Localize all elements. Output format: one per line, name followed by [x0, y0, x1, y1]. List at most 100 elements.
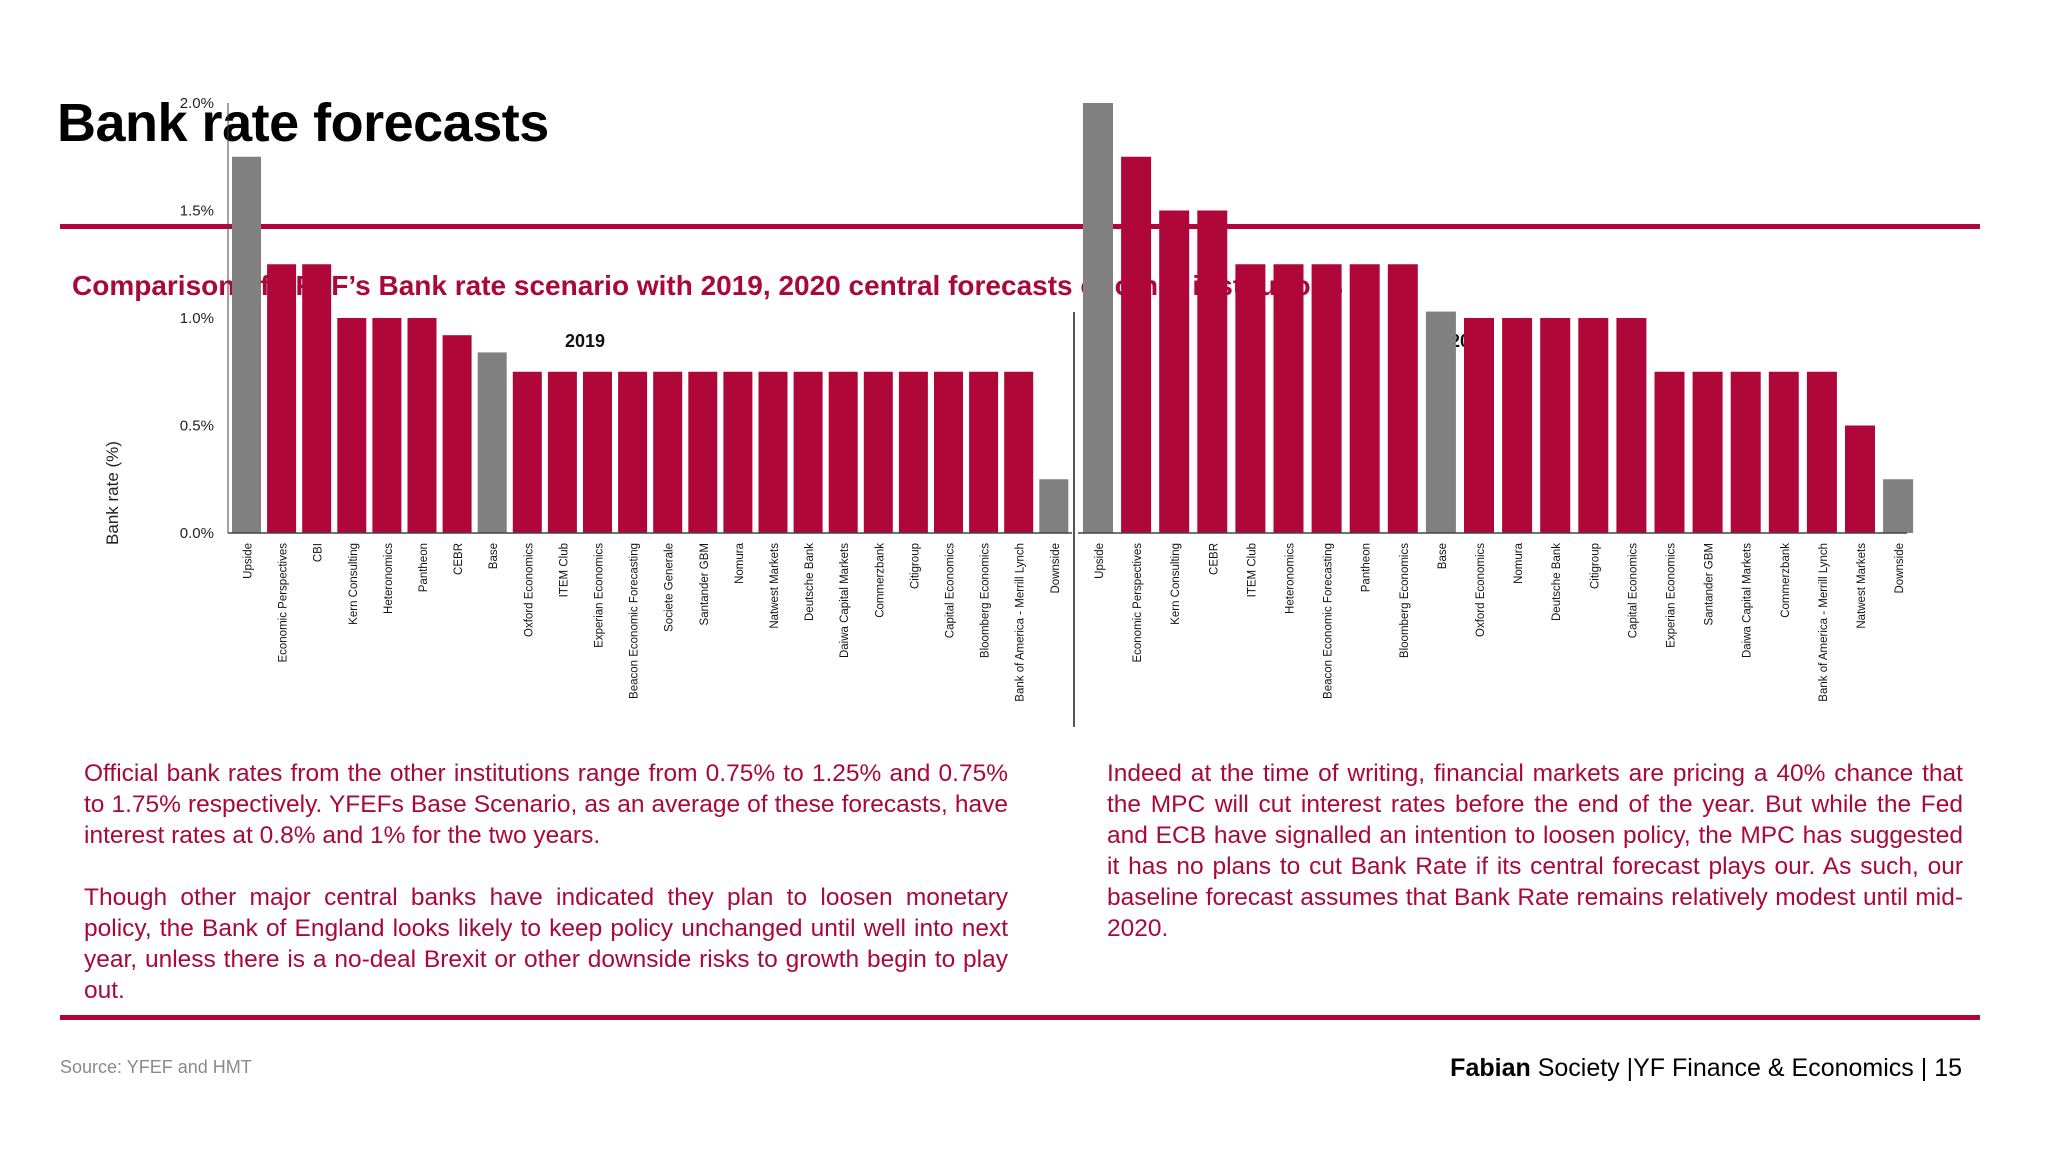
paragraph-left-2: Though other major central banks have in…	[84, 884, 1008, 1004]
bar-2020-bloomberg-economics	[1387, 264, 1418, 533]
bar-2019-economic-perspectives	[267, 264, 297, 533]
bar-2019-pantheon	[407, 318, 437, 533]
bar-2019-experian-economics	[583, 371, 612, 533]
category-label: Downside	[1894, 543, 1906, 594]
bar-2020-commerzbank	[1768, 371, 1799, 533]
bar-2019-base	[477, 352, 507, 533]
footer-brand-rest: Society	[1530, 1054, 1620, 1082]
bar-2020-pantheon	[1349, 264, 1380, 533]
category-label: CBI	[313, 543, 325, 562]
category-label: Pantheon	[1361, 543, 1373, 592]
paragraph-left-1: Official bank rates from the other insti…	[84, 760, 1008, 849]
category-label: Bank of America - Merrill Lynch	[1015, 543, 1027, 702]
category-label: Upside	[1094, 543, 1106, 579]
bar-2019-commerzbank	[863, 371, 893, 533]
category-label: Experian Economics	[594, 543, 606, 648]
bar-2020-citigroup	[1578, 318, 1609, 533]
category-label: Nomura	[734, 542, 746, 584]
category-label: CEBR	[453, 543, 465, 575]
bar-2019-deutsche-bank	[793, 371, 823, 533]
bar-2019-societe-generale	[653, 371, 683, 533]
bar-2020-downside	[1883, 479, 1914, 533]
category-label: Oxford Economics	[1475, 543, 1487, 637]
bar-2019-santander-gbm	[688, 371, 718, 533]
category-label: Heteronomics	[383, 543, 395, 614]
bar-2020-santander-gbm	[1692, 371, 1723, 533]
category-label: Pantheon	[418, 543, 430, 592]
category-label: CEBR	[1208, 543, 1220, 575]
category-label: Citigroup	[1589, 543, 1601, 589]
category-label: Natwest Markets	[1856, 543, 1868, 629]
y-tick-label: 0.0%	[180, 525, 214, 542]
bank-rate-chart: 0.0% 0.5% 1.0% 1.5% 2.0% Bank rate (%) 2019 Ups…	[103, 95, 1914, 727]
category-label: ITEM Club	[558, 543, 570, 597]
source-note: Source: YFEF and HMT	[60, 1057, 252, 1077]
bar-2019-beacon-economic-forecasting	[618, 371, 648, 533]
bar-2020-daiwa-capital-markets	[1730, 371, 1761, 533]
category-label: Bloomberg Economics	[980, 543, 992, 658]
bar-2019-cebr	[442, 335, 472, 533]
bar-2019-citigroup	[898, 371, 928, 533]
category-label: Natwest Markets	[769, 543, 781, 629]
y-axis-label: Bank rate (%)	[103, 441, 122, 545]
top-divider	[60, 224, 1980, 229]
category-label: Deutsche Bank	[804, 543, 816, 621]
bar-2020-upside	[1083, 103, 1113, 533]
bar-2020-experian-economics	[1654, 371, 1685, 533]
category-label: Capital Economics	[1627, 543, 1639, 638]
category-label: Daiwa Capital Markets	[1742, 543, 1754, 658]
bar-2019-cbi	[302, 264, 332, 533]
category-label: Base	[488, 543, 500, 569]
category-label: Deutsche Bank	[1551, 543, 1563, 621]
category-label: Heteronomics	[1285, 543, 1297, 614]
category-label: Santander GBM	[699, 543, 711, 625]
bar-2020-beacon-economic-forecasting	[1311, 264, 1342, 533]
category-label: Oxford Economics	[523, 543, 535, 637]
bar-2019-nomura	[723, 371, 753, 533]
category-label: Experian Economics	[1666, 543, 1678, 648]
paragraph-right: Indeed at the time of writing, financial…	[1107, 760, 1963, 942]
bar-2019-daiwa-capital-markets	[828, 371, 858, 533]
y-tick-label: 1.0%	[180, 310, 214, 327]
bar-2020-capital-economics	[1616, 318, 1647, 533]
bar-2020-natwest-markets	[1845, 425, 1875, 533]
category-label: Daiwa Capital Markets	[839, 543, 851, 658]
category-label: Societe Generale	[664, 543, 676, 632]
bar-2019-capital-economics	[934, 371, 963, 533]
bar-2020-item-club	[1235, 264, 1266, 533]
bar-2019-upside	[232, 156, 261, 533]
category-label: Citigroup	[909, 543, 921, 589]
bar-2020-bank-of-america-merrill-lynch	[1806, 371, 1837, 533]
category-label: Capital Economics	[945, 543, 957, 638]
page-number: 15	[1934, 1054, 1962, 1082]
bar-2020-heteronomics	[1273, 264, 1304, 533]
bar-2019-bloomberg-economics	[969, 371, 999, 533]
category-label: Economic Perspectives	[278, 543, 290, 663]
y-tick-label: 1.5%	[180, 203, 214, 220]
y-tick-label: 2.0%	[180, 95, 214, 112]
panel-title-2019: 2019	[565, 331, 605, 351]
bar-2020-base	[1425, 311, 1456, 533]
category-label: Kern Consulting	[1170, 543, 1182, 625]
category-label: Bank of America - Merrill Lynch	[1818, 543, 1830, 702]
bar-2019-kern-consulting	[337, 318, 367, 533]
slide-title: Bank rate forecasts	[57, 93, 549, 153]
category-label: Nomura	[1513, 542, 1525, 584]
bar-2019-downside	[1039, 479, 1069, 533]
bar-2019-item-club	[547, 371, 577, 533]
category-label: Bloomberg Economics	[1399, 543, 1411, 658]
footer-brand-bold: Fabian	[1450, 1054, 1531, 1082]
bar-2020-economic-perspectives	[1121, 156, 1152, 533]
footer: Fabian Society |YF Finance & Economics |…	[1450, 1054, 1962, 1083]
bar-2019-heteronomics	[372, 318, 402, 533]
bar-2019-oxford-economics	[512, 371, 542, 533]
category-label: Santander GBM	[1704, 543, 1716, 625]
category-label: Upside	[243, 543, 255, 579]
category-label: ITEM Club	[1246, 543, 1258, 597]
category-label: Kern Consulting	[348, 543, 360, 625]
bar-2019-natwest-markets	[758, 371, 788, 533]
y-tick-label: 0.5%	[180, 418, 214, 435]
category-label: Beacon Economic Forecasting	[1323, 543, 1335, 699]
category-label: Beacon Economic Forecasting	[629, 543, 641, 699]
bar-2020-oxford-economics	[1464, 318, 1494, 533]
